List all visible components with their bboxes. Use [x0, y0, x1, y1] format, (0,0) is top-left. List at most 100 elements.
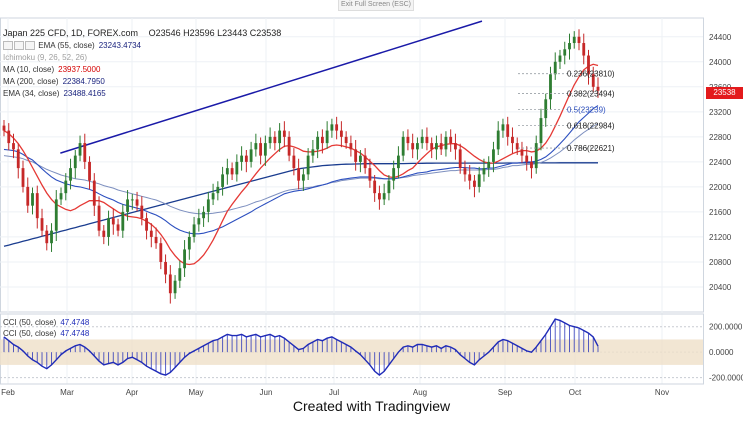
y-tick-label: 22800 [709, 133, 732, 142]
candle-body [325, 130, 329, 144]
legend-ichimoku[interactable]: Ichimoku (9, 26, 52, 26) [3, 53, 87, 62]
candle-body [439, 143, 443, 150]
candle-body [458, 149, 462, 169]
candle-body [69, 168, 72, 181]
candle-body [539, 118, 543, 144]
candle-body [406, 136, 410, 144]
exit-fullscreen-button[interactable]: Exit Full Screen (ESC) [338, 0, 414, 11]
ohlc-high: H23596 [183, 28, 215, 38]
candle-body [582, 43, 586, 56]
candle-body [425, 136, 429, 144]
candle-body [7, 130, 11, 144]
candle-body [435, 143, 438, 150]
cci-line [3, 318, 599, 376]
candles [2, 29, 600, 304]
symbol-label: Japan 225 CFD, 1D, FOREX.com [3, 28, 139, 38]
candle-body [487, 161, 491, 169]
candle-body [164, 261, 167, 275]
candle-body [444, 136, 448, 150]
candle-body [235, 161, 239, 175]
candle-body [168, 274, 172, 294]
x-tick-label: Mar [60, 388, 74, 397]
cci-y-tick-label: 200.0000 [709, 323, 743, 332]
candle-body [178, 268, 182, 281]
candle-body [50, 230, 53, 244]
legend-ema34[interactable]: EMA (34, close) 23488.4165 [3, 89, 106, 98]
main-panel-border [0, 17, 704, 313]
ohlc-low: L23443 [217, 28, 248, 38]
settings-icon[interactable] [14, 41, 24, 51]
candle-body [577, 36, 581, 44]
moving-average-lines [3, 20, 599, 266]
candle-body [549, 74, 552, 100]
candle-body [401, 136, 405, 156]
candle-body [449, 136, 453, 144]
visibility-toggle-icon[interactable] [3, 41, 13, 51]
candle-body [354, 149, 358, 162]
legend-ma200[interactable]: MA (200, close) 22384.7950 [3, 77, 105, 86]
ema55-line [3, 123, 599, 215]
candle-body [202, 211, 205, 219]
y-tick-label: 23200 [709, 108, 732, 117]
x-tick-label: Sep [498, 388, 513, 397]
candle-body [339, 130, 343, 137]
candle-body [387, 180, 391, 194]
close-icon[interactable] [25, 41, 35, 51]
candle-body [558, 55, 562, 62]
candle-body [154, 236, 158, 244]
candle-body [225, 168, 229, 175]
legend-cci-2-value: 47.4748 [60, 329, 90, 338]
candle-body [297, 168, 301, 181]
legend-ma10[interactable]: MA (10, close) 23937.5000 [3, 65, 100, 74]
fib-level-label: 0.5(23239) [567, 105, 606, 114]
caption: Created with Tradingview [292, 398, 451, 414]
candle-body [496, 130, 500, 150]
candle-body [97, 205, 101, 231]
candle-body [244, 155, 248, 162]
y-tick-label: 22000 [709, 183, 732, 192]
candle-body [501, 124, 505, 131]
y-tick-label: 24000 [709, 58, 732, 67]
candle-body [411, 143, 415, 150]
cci-band [0, 339, 703, 365]
candle-body [263, 143, 267, 156]
candle-body [268, 136, 272, 144]
legend-ema34-name: EMA (34, close) [3, 89, 60, 98]
y-tick-label: 20400 [709, 283, 732, 292]
candle-body [88, 161, 91, 181]
candle-body [12, 143, 15, 150]
legend-cci-1[interactable]: CCI (50, close) 47.4748 [3, 318, 89, 327]
candle-body [187, 236, 191, 250]
candle-body [430, 143, 434, 150]
candle-body [292, 155, 296, 169]
candle-body [572, 36, 576, 44]
ohlc-open: O23546 [148, 28, 181, 38]
legend-ema55[interactable]: EMA (55, close) 23243.4734 [3, 41, 141, 51]
candle-body [511, 136, 514, 144]
legend-ma200-name: MA (200, close) [3, 77, 59, 86]
candle-body [64, 180, 68, 194]
candle-body [278, 130, 282, 144]
legend-ema34-value: 23488.4165 [63, 89, 106, 98]
candle-body [78, 143, 82, 156]
candle-body [534, 143, 538, 169]
candle-body [596, 86, 600, 91]
y-tick-label: 22400 [709, 158, 732, 167]
ohlc-close: C23538 [249, 28, 282, 38]
legend-cci-2[interactable]: CCI (50, close) 47.4748 [3, 329, 89, 338]
legend-cci-1-value: 47.4748 [60, 318, 90, 327]
y-tick-label: 21200 [709, 233, 732, 242]
candle-body [206, 199, 210, 212]
candle-body [377, 193, 381, 200]
x-tick-label: Nov [655, 388, 669, 397]
candle-body [192, 224, 196, 237]
candle-body [482, 168, 486, 175]
chart-frame: 0.236(23810) 0.382(23494) 0.5(23239) 0.618(… [0, 17, 743, 397]
candle-body [249, 149, 253, 162]
candle-body [59, 193, 63, 200]
candle-body [468, 174, 472, 181]
candle-body [240, 155, 244, 162]
candle-body [102, 230, 106, 237]
candle-body [301, 174, 305, 181]
candle-body [320, 136, 324, 144]
